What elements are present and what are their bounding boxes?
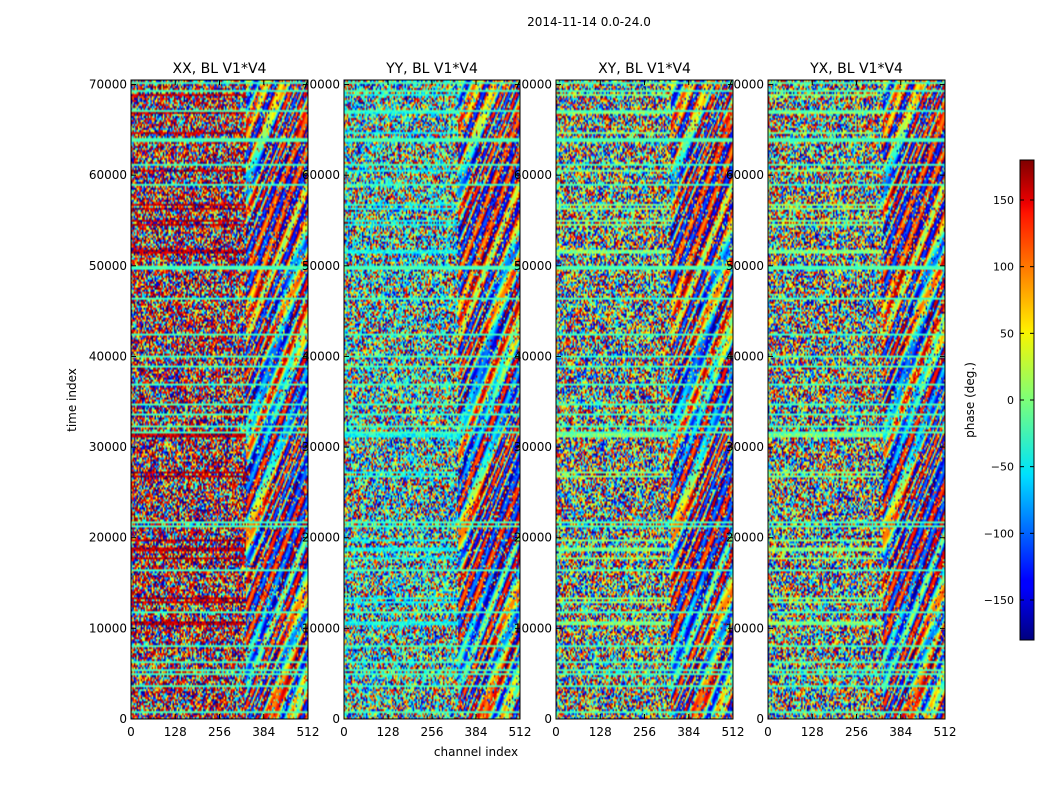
colorbar-tick-label: 0: [1007, 394, 1014, 407]
y-tick-label: 30000: [89, 440, 127, 454]
y-tick-label: 70000: [514, 78, 552, 92]
x-tick-label: 128: [589, 725, 612, 739]
y-tick-label: 10000: [514, 621, 552, 635]
x-tick-label: 512: [509, 725, 532, 739]
x-tick-label: 128: [377, 725, 400, 739]
y-tick-label: 30000: [302, 440, 340, 454]
x-tick-label: 0: [340, 725, 348, 739]
y-tick-label: 0: [756, 712, 764, 726]
colorbar-tick-label: −100: [984, 527, 1014, 540]
panel-2: YY, BL V1*V4 0 128 256 384 512 0 10000 20000 3000…: [302, 61, 532, 739]
x-tick-label: 256: [421, 725, 444, 739]
x-tick-label: 384: [465, 725, 488, 739]
y-tick-label: 60000: [726, 168, 764, 182]
heatmap-image: [768, 80, 945, 719]
x-tick-label: 128: [164, 725, 187, 739]
colorbar-tick-label: 50: [1000, 327, 1014, 340]
y-tick-label: 10000: [302, 621, 340, 635]
colorbar: −150 −100 −50 0 50 100 150 phase (deg.): [963, 159, 1035, 641]
y-tick-label: 30000: [726, 440, 764, 454]
colorbar-tick-label: −50: [991, 461, 1014, 474]
y-tick-label: 30000: [514, 440, 552, 454]
colorbar-tick-label: 100: [993, 261, 1014, 274]
y-tick-label: 40000: [89, 349, 127, 363]
y-tick-label: 60000: [302, 168, 340, 182]
y-tick-label: 10000: [89, 621, 127, 635]
panel-3: XY, BL V1*V4 0 128 256 384 512 0 10000 20000 3000…: [514, 61, 745, 739]
y-tick-label: 10000: [726, 621, 764, 635]
x-tick-label: 256: [208, 725, 231, 739]
y-tick-label: 50000: [726, 259, 764, 273]
panel-1: XX, BL V1*V4 0 128 256 384 512 0 10000 20000 3000…: [89, 61, 320, 739]
y-tick-label: 40000: [302, 349, 340, 363]
heatmap-image: [131, 80, 308, 719]
panel-title: YY, BL V1*V4: [385, 61, 478, 77]
y-tick-label: 40000: [514, 349, 552, 363]
x-tick-label: 128: [801, 725, 824, 739]
x-tick-label: 512: [934, 725, 957, 739]
x-tick-label: 256: [633, 725, 656, 739]
y-tick-label: 0: [332, 712, 340, 726]
y-tick-label: 20000: [302, 531, 340, 545]
y-axis-label: time index: [65, 368, 79, 432]
y-tick-label: 20000: [726, 531, 764, 545]
panel-title: XY, BL V1*V4: [598, 61, 691, 77]
y-tick-label: 20000: [514, 531, 552, 545]
x-tick-label: 256: [845, 725, 868, 739]
y-tick-label: 70000: [302, 78, 340, 92]
figure-suptitle: 2014-11-14 0.0-24.0: [527, 15, 651, 29]
x-tick-label: 384: [889, 725, 912, 739]
heatmap-image: [556, 80, 733, 719]
x-tick-label: 512: [722, 725, 745, 739]
y-tick-label: 0: [119, 712, 127, 726]
y-tick-label: 70000: [89, 78, 127, 92]
heatmap-image: [344, 80, 520, 719]
x-tick-label: 0: [127, 725, 135, 739]
x-tick-label: 384: [252, 725, 275, 739]
y-tick-label: 0: [544, 712, 552, 726]
colorbar-tick-label: −150: [984, 594, 1014, 607]
panels: XX, BL V1*V4 0 128 256 384 512 0 10000 20000 3000…: [89, 61, 957, 739]
y-tick-label: 50000: [514, 259, 552, 273]
colorbar-label: phase (deg.): [963, 362, 977, 438]
y-tick-label: 50000: [302, 259, 340, 273]
y-tick-label: 60000: [89, 168, 127, 182]
colorbar-tick-label: 150: [993, 194, 1014, 207]
y-tick-label: 20000: [89, 531, 127, 545]
y-tick-label: 50000: [89, 259, 127, 273]
x-tick-label: 0: [552, 725, 560, 739]
y-tick-label: 60000: [514, 168, 552, 182]
panel-4: YX, BL V1*V4 0 128 256 384 512 0 10000 20000 3000…: [726, 61, 957, 739]
panel-title: YX, BL V1*V4: [809, 61, 903, 77]
x-tick-label: 512: [297, 725, 320, 739]
x-tick-label: 0: [764, 725, 772, 739]
y-tick-label: 70000: [726, 78, 764, 92]
colorbar-ticks: −150 −100 −50 0 50 100 150: [984, 194, 1034, 607]
y-tick-label: 40000: [726, 349, 764, 363]
x-axis-label: channel index: [434, 745, 518, 759]
x-tick-label: 384: [677, 725, 700, 739]
panel-title: XX, BL V1*V4: [173, 61, 267, 77]
